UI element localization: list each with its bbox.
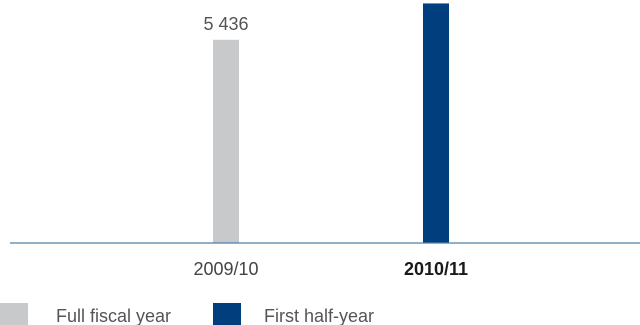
legend: Full fiscal year First half-year	[0, 303, 374, 325]
legend-label-first-half-year: First half-year	[264, 306, 374, 325]
category-labels-group: 2009/10 2010/11	[193, 259, 468, 279]
legend-swatch-full-fiscal-year	[0, 303, 28, 325]
value-labels-group: 5 4366 408	[203, 14, 248, 34]
legend-swatch-first-half-year	[213, 303, 241, 325]
bar-2010-11	[423, 3, 449, 243]
category-label-2010-11: 2010/11	[404, 259, 468, 279]
bars-group	[213, 3, 449, 244]
value-label-2009-10: 5 436	[203, 14, 248, 34]
bar-2009-10	[213, 39, 239, 244]
legend-label-full-fiscal-year: Full fiscal year	[56, 306, 171, 325]
category-label-2009-10: 2009/10	[193, 259, 258, 279]
